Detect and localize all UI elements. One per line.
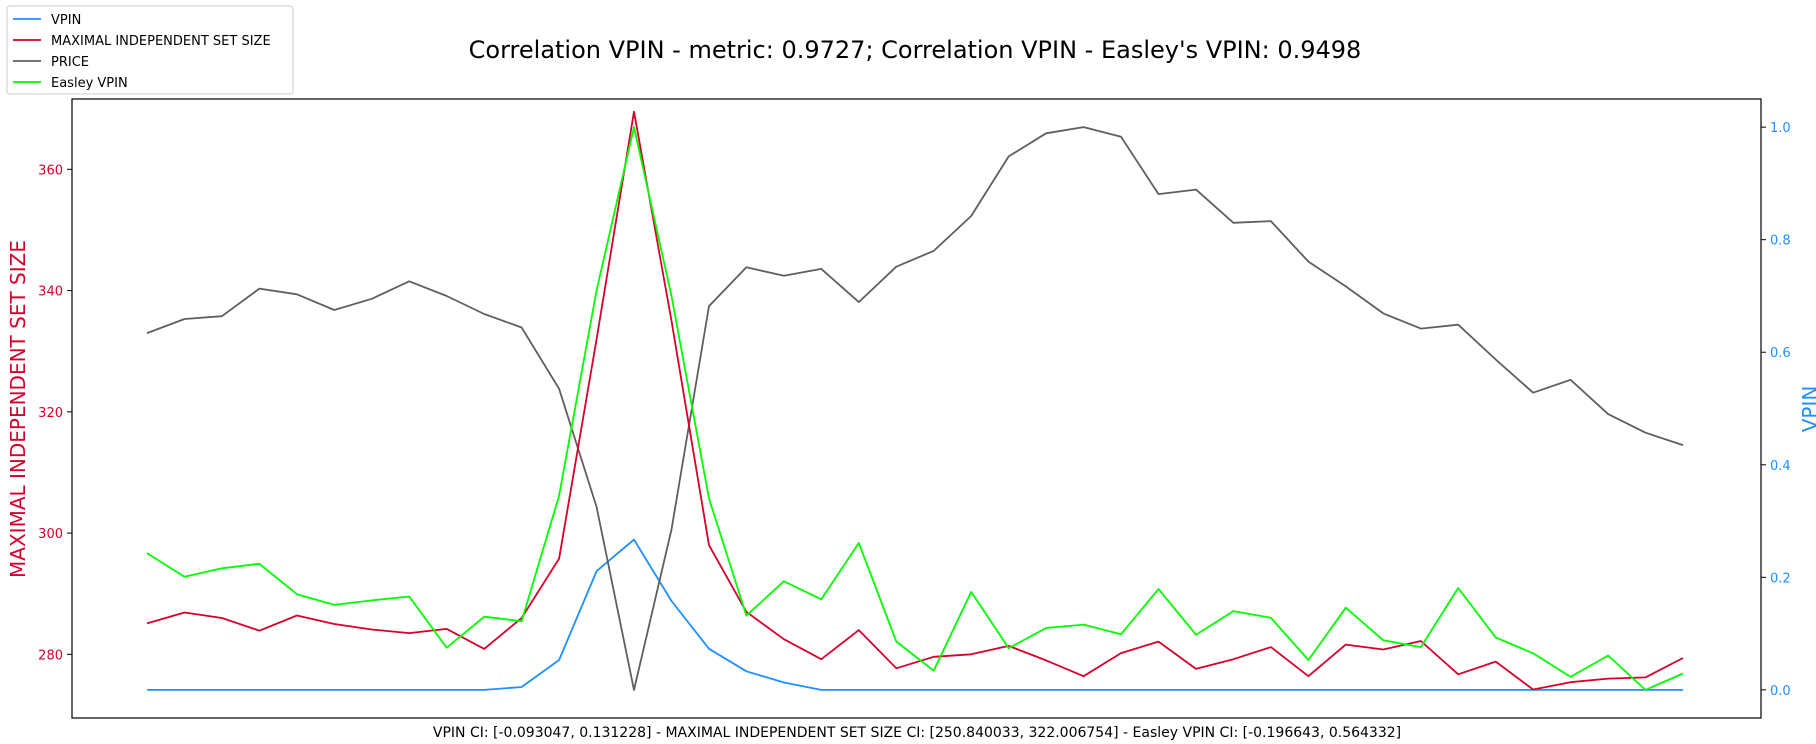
series-line-easley-vpin bbox=[146, 126, 1684, 691]
left-tick-label: 300 bbox=[38, 527, 63, 542]
series-line-maximal-independent-set-size bbox=[146, 110, 1684, 691]
left-axis-title: MAXIMAL INDEPENDENT SET SIZE bbox=[6, 240, 30, 578]
legend-label-vpin: VPIN bbox=[51, 13, 81, 28]
chart-title: Correlation VPIN - metric: 0.9727; Corre… bbox=[469, 36, 1362, 64]
left-axis-ticks: 280 300 320 340 360 bbox=[38, 163, 72, 663]
series-line-vpin bbox=[147, 538, 1683, 691]
chart-caption: VPIN CI: [-0.093047, 0.131228] - MAXIMAL… bbox=[433, 725, 1401, 741]
series-line-price bbox=[146, 126, 1684, 691]
legend-label-maximal-independent-set-size: MAXIMAL INDEPENDENT SET SIZE bbox=[51, 34, 271, 49]
left-tick-label: 280 bbox=[38, 648, 63, 663]
legend-box bbox=[6, 5, 294, 95]
legend-label-price: PRICE bbox=[51, 55, 89, 70]
right-tick-label: 0.6 bbox=[1770, 346, 1791, 361]
left-tick-label: 340 bbox=[38, 285, 63, 300]
right-tick-label: 0.0 bbox=[1770, 684, 1791, 699]
plot-area-frame bbox=[71, 98, 1762, 719]
left-tick-label: 320 bbox=[38, 406, 63, 421]
right-tick-label: 0.4 bbox=[1770, 459, 1791, 474]
legend-label-easley-vpin: Easley VPIN bbox=[51, 76, 128, 91]
series-layer bbox=[146, 110, 1684, 691]
left-tick-label: 360 bbox=[38, 163, 63, 178]
right-tick-label: 0.2 bbox=[1770, 571, 1791, 586]
legend: VPIN MAXIMAL INDEPENDENT SET SIZE PRICE Eas… bbox=[6, 5, 294, 95]
right-tick-label: 1.0 bbox=[1770, 121, 1791, 136]
right-axis-title: VPIN bbox=[1798, 386, 1816, 433]
right-axis-ticks: 0.0 0.2 0.4 0.6 0.8 1.0 bbox=[1761, 121, 1791, 699]
right-tick-label: 0.8 bbox=[1770, 234, 1791, 249]
